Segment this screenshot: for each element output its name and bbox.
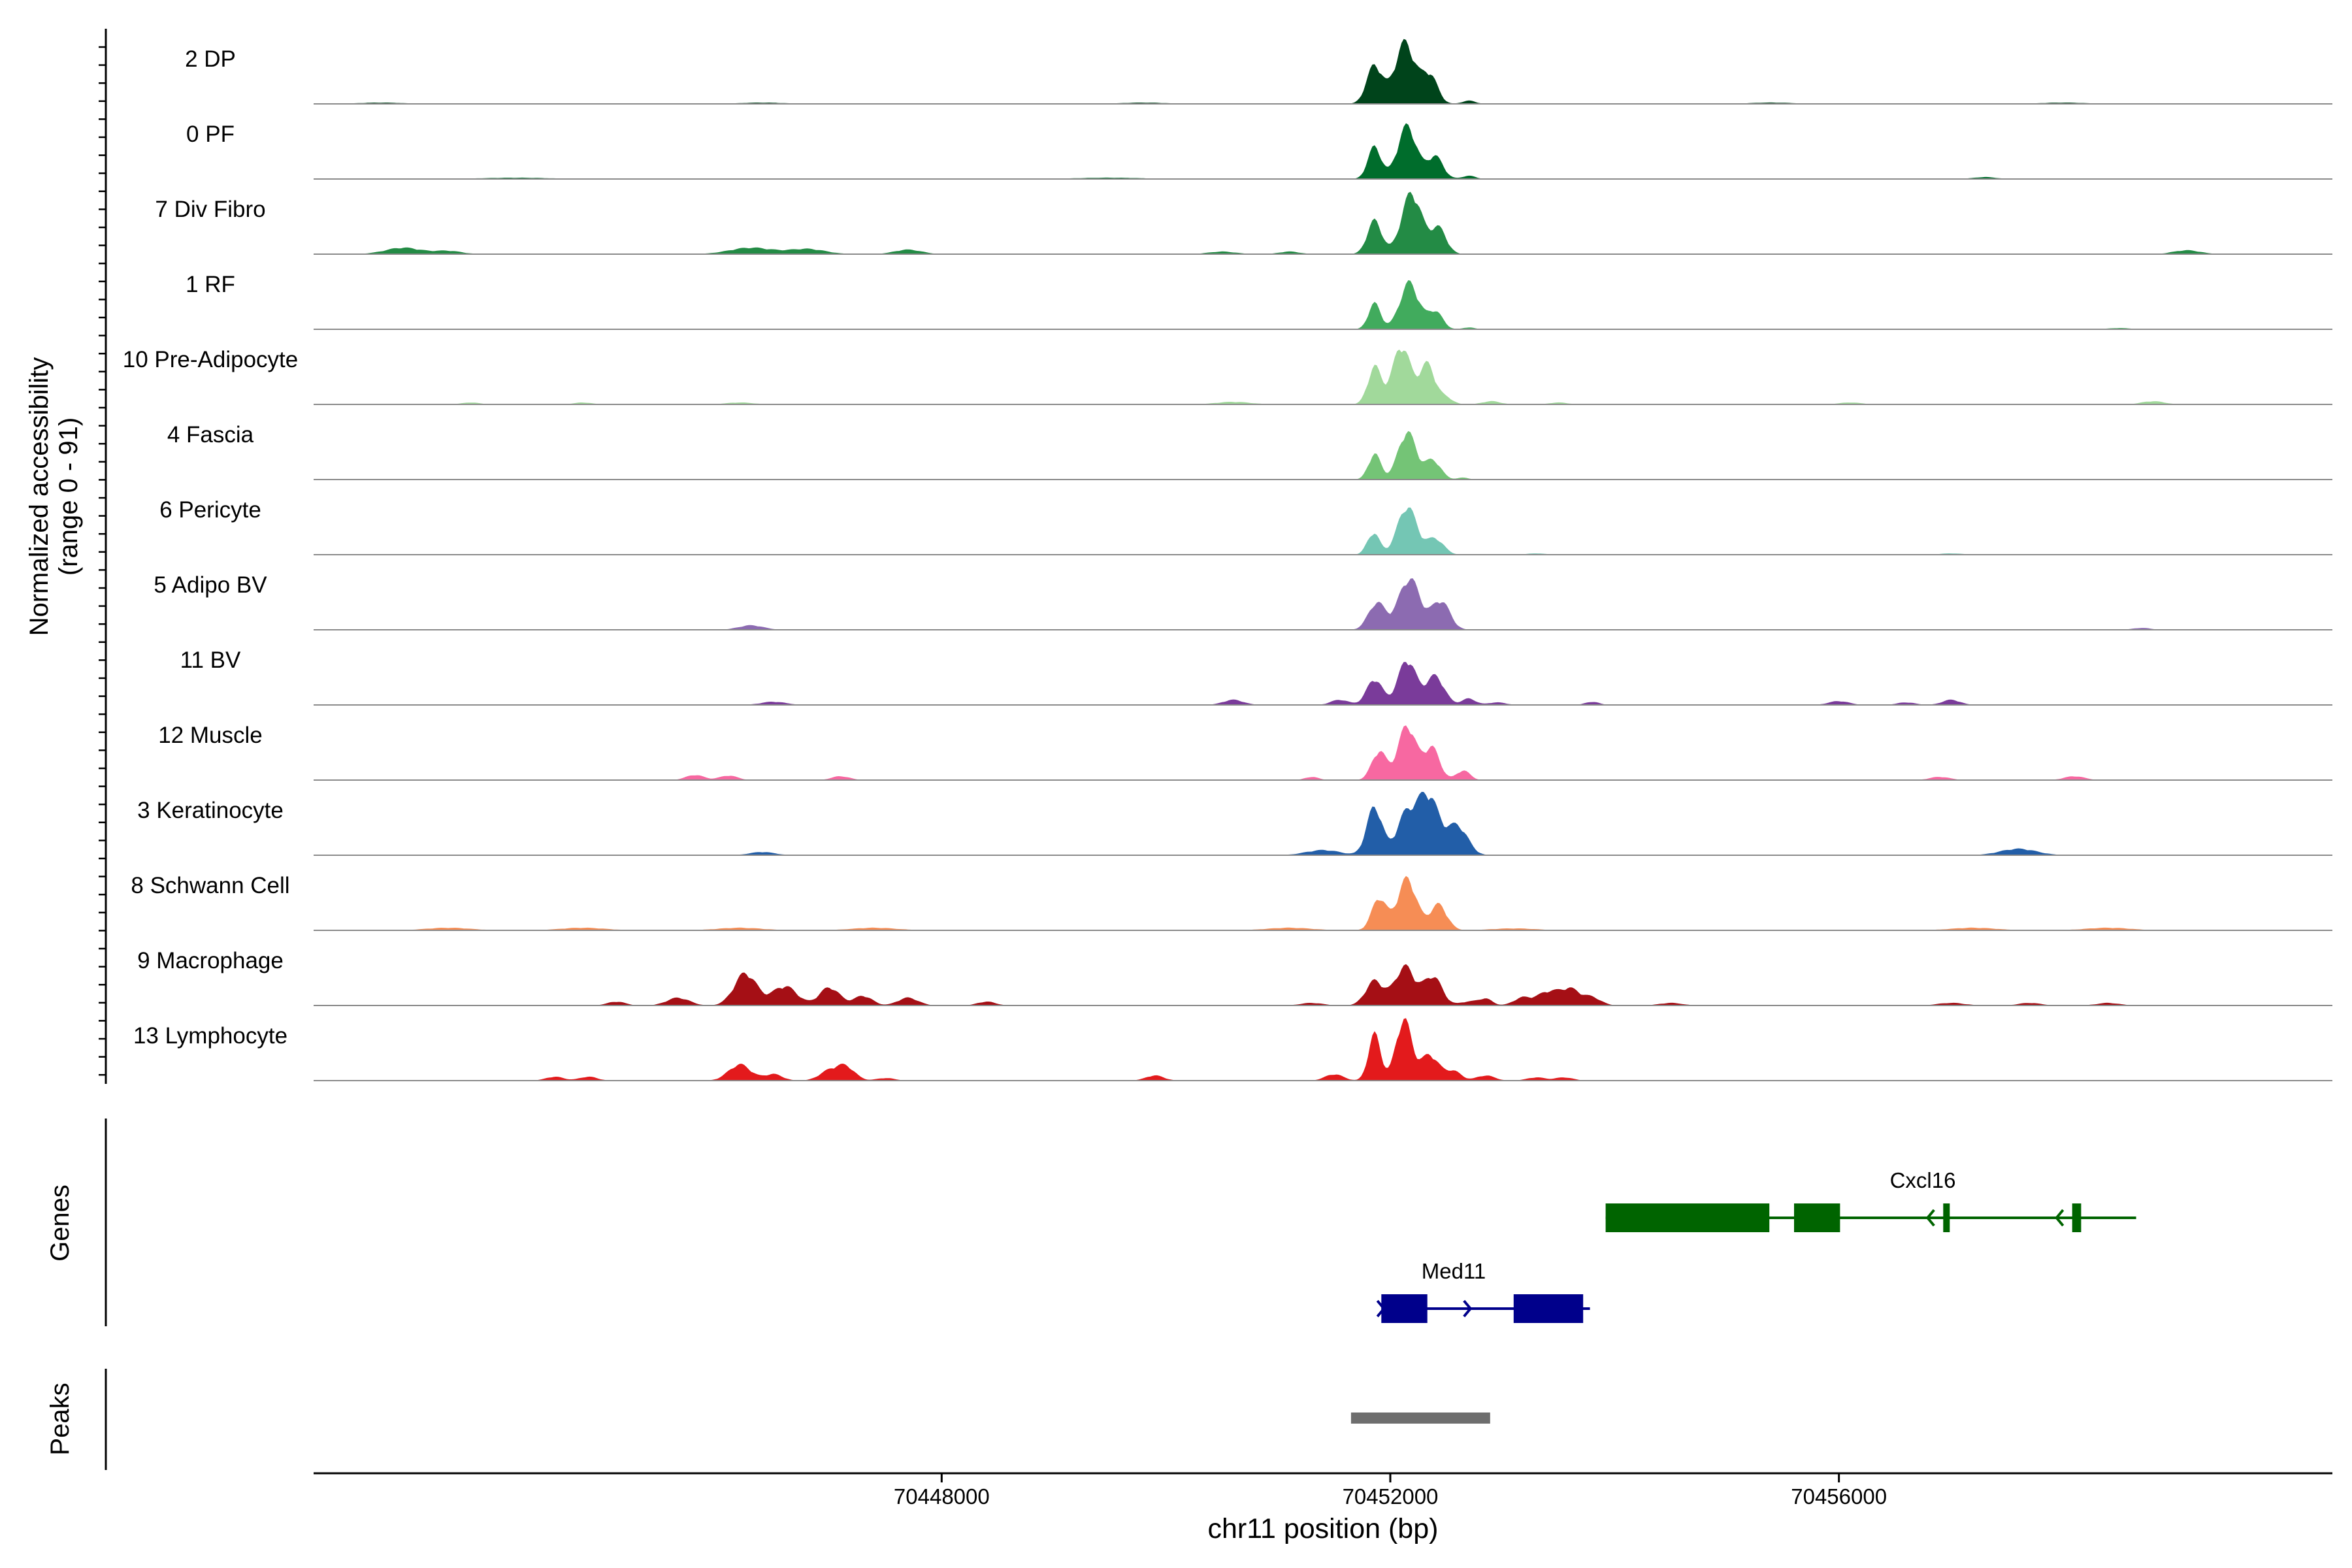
coverage-area	[314, 431, 2332, 480]
coverage-area	[314, 123, 2332, 179]
track-13: 9 Macrophage	[137, 948, 2332, 1006]
coverage-area	[314, 725, 2332, 780]
gene-exon	[1513, 1294, 1584, 1323]
track-label: 10 Pre-Adipocyte	[123, 347, 298, 372]
coverage-area	[314, 578, 2332, 630]
y-axis-label: Normalized accessibility (range 0 - 91)	[25, 357, 83, 636]
x-axis-label: chr11 position (bp)	[1208, 1513, 1439, 1544]
y-axis-label-line-2: (range 0 - 91)	[54, 417, 83, 576]
y-axis-label-line-1: Normalized accessibility	[25, 357, 54, 636]
track-9: 11 BV	[180, 647, 2332, 706]
x-axis: 70448000 70452000 70456000	[314, 1472, 2332, 1509]
track-label: 8 Schwann Cell	[131, 873, 289, 898]
track-6: 4 Fascia	[167, 422, 2332, 480]
coverage-area	[314, 1018, 2332, 1081]
coverage-area	[314, 964, 2332, 1005]
track-label: 7 Div Fibro	[155, 197, 265, 222]
x-tick-label: 70452000	[1343, 1484, 1439, 1509]
track-11: 3 Keratinocyte	[137, 791, 2332, 856]
coverage-area	[314, 191, 2332, 254]
gene-exon	[1381, 1294, 1428, 1323]
gene-panel-label: Genes	[46, 1184, 74, 1262]
coverage-area	[314, 39, 2332, 104]
coverage-area	[314, 350, 2332, 404]
track-label: 11 BV	[180, 647, 241, 673]
coverage-area	[314, 662, 2332, 705]
gene-exon	[1794, 1203, 1840, 1232]
track-7: 6 Pericyte	[159, 497, 2332, 555]
track-14: 13 Lymphocyte	[133, 1018, 2332, 1081]
track-5: 10 Pre-Adipocyte	[123, 347, 2332, 405]
coverage-y-axis	[99, 29, 107, 1084]
coverage-area	[314, 875, 2332, 930]
peak-region	[1350, 1413, 1490, 1424]
gene-exon	[1943, 1203, 1950, 1232]
x-tick-label: 70456000	[1791, 1484, 1887, 1509]
track-10: 12 Muscle	[158, 723, 2332, 781]
track-12: 8 Schwann Cell	[131, 873, 2332, 931]
track-label: 2 DP	[185, 46, 236, 72]
coverage-area	[314, 791, 2332, 855]
coverage-tracks: 2 DP 0 PF 7 Div Fibro 1 RF 10 Pre-Adipocyte 4…	[123, 39, 2332, 1081]
track-8: 5 Adipo BV	[154, 572, 2332, 630]
gene-label: Med11	[1422, 1259, 1486, 1283]
track-label: 6 Pericyte	[159, 497, 261, 523]
strand-arrow	[1925, 1209, 1935, 1227]
track-1: 2 DP	[185, 39, 2332, 105]
coverage-area	[314, 280, 2332, 329]
track-3: 7 Div Fibro	[155, 191, 2332, 255]
track-label: 4 Fascia	[167, 422, 254, 448]
x-tick-label: 70448000	[894, 1484, 990, 1509]
track-label: 1 RF	[186, 272, 235, 297]
gene-exon	[1605, 1203, 1770, 1232]
peak-panel-label: Peaks	[46, 1382, 74, 1455]
track-2: 0 PF	[186, 122, 2332, 180]
gene-med11: Med11	[1376, 1259, 1590, 1323]
gene-exon	[2072, 1203, 2082, 1232]
gene-panel: Genes Cxcl16 Med11	[46, 1119, 2136, 1326]
coverage-area	[314, 507, 2332, 555]
track-4: 1 RF	[186, 272, 2332, 330]
strand-arrow	[1463, 1299, 1473, 1318]
track-label: 0 PF	[186, 122, 235, 147]
track-label: 3 Keratinocyte	[137, 798, 284, 823]
gene-cxcl16: Cxcl16	[1605, 1168, 2136, 1232]
track-label: 12 Muscle	[158, 723, 263, 748]
strand-arrow	[2055, 1209, 2065, 1227]
peak-panel: Peaks	[46, 1369, 1490, 1470]
track-label: 13 Lymphocyte	[133, 1023, 287, 1049]
gene-label: Cxcl16	[1890, 1168, 1956, 1192]
track-label: 9 Macrophage	[137, 948, 284, 973]
track-label: 5 Adipo BV	[154, 572, 267, 598]
